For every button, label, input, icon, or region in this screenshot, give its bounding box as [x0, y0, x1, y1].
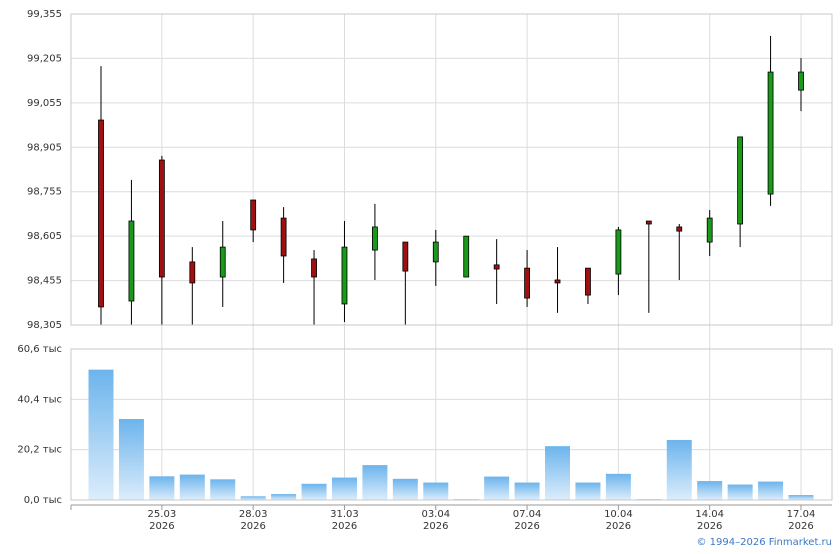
x-tick-label: 28.03 — [239, 509, 268, 520]
volume-bar — [240, 496, 266, 500]
y-tick-label: 40,4 тыс — [17, 394, 62, 405]
x-tick-sublabel: 2026 — [149, 521, 174, 532]
candle-body — [372, 226, 378, 251]
volume-bar — [788, 495, 814, 500]
volume-bar — [758, 481, 784, 500]
candle-body — [585, 267, 591, 296]
y-tick-label: 0,0 тыс — [24, 495, 62, 506]
x-tick-sublabel: 2026 — [514, 521, 539, 532]
volume-bar — [331, 477, 357, 500]
candle-body — [311, 258, 317, 278]
x-tick-sublabel: 2026 — [788, 521, 813, 532]
y-tick-label: 20,2 тыс — [17, 445, 62, 456]
x-tick-label: 17.04 — [787, 509, 816, 520]
y-tick-label: 98,755 — [27, 187, 62, 198]
candle-body — [341, 246, 348, 305]
candle-body — [737, 136, 744, 225]
x-tick-label: 10.04 — [604, 509, 633, 520]
volume-frame — [70, 348, 833, 501]
candle-body — [98, 119, 104, 308]
volume-bar — [605, 473, 631, 500]
candle-body — [706, 217, 713, 243]
candle-body — [676, 226, 683, 232]
copyright: © 1994–2026 Finmarket.ru — [696, 537, 832, 548]
volume-bar — [423, 482, 449, 500]
price-frame — [70, 13, 833, 326]
volume-bar — [545, 446, 571, 500]
x-tick-sublabel: 2026 — [606, 521, 631, 532]
candle-body — [524, 267, 530, 299]
volume-bar — [666, 439, 692, 500]
volume-bar — [118, 419, 144, 500]
x-tick-sublabel: 2026 — [697, 521, 722, 532]
candle-body — [767, 71, 774, 195]
grid-layer — [71, 13, 832, 501]
y-tick-label: 99,055 — [27, 98, 62, 109]
candle-body — [250, 199, 257, 231]
volume-bar — [149, 476, 175, 500]
volume-bar — [697, 481, 723, 500]
y-tick-label: 98,905 — [27, 142, 62, 153]
candle-body — [128, 220, 135, 302]
candle-body — [493, 264, 500, 270]
volume-bar — [271, 494, 297, 500]
volume-bar — [362, 465, 388, 500]
candle-body — [554, 279, 561, 284]
mark-layer — [88, 35, 814, 500]
candle-body — [402, 241, 409, 272]
candle-body — [158, 159, 165, 278]
x-tick-label: 31.03 — [330, 509, 359, 520]
candle-body — [432, 241, 439, 263]
x-tick-sublabel: 2026 — [240, 521, 265, 532]
candle-body — [798, 71, 804, 91]
x-tick-sublabel: 2026 — [332, 521, 357, 532]
volume-bar — [575, 482, 601, 500]
x-tick-label: 25.03 — [148, 509, 177, 520]
x-tick-label: 07.04 — [513, 509, 542, 520]
volume-bar — [301, 483, 327, 500]
candle-body — [615, 229, 622, 275]
volume-bar — [514, 482, 540, 500]
y-tick-label: 60,6 тыс — [17, 344, 62, 355]
volume-bar — [392, 478, 418, 500]
volume-bar — [88, 369, 114, 500]
volume-bar — [210, 479, 236, 500]
volume-bar — [727, 484, 753, 500]
x-tick-sublabel: 2026 — [423, 521, 448, 532]
y-tick-label: 99,355 — [27, 9, 62, 20]
candle-body — [463, 235, 470, 278]
x-tick-label: 14.04 — [695, 509, 724, 520]
candle-body — [219, 246, 226, 278]
candle-body — [280, 217, 287, 257]
y-tick-label: 98,605 — [27, 231, 62, 242]
candle-body — [645, 220, 652, 225]
y-tick-label: 98,305 — [27, 320, 62, 331]
candle-body — [189, 261, 196, 284]
volume-bar — [179, 474, 205, 500]
y-tick-label: 98,455 — [27, 276, 62, 287]
volume-bar — [484, 476, 510, 500]
x-tick-label: 03.04 — [421, 509, 450, 520]
y-tick-label: 99,205 — [27, 53, 62, 64]
